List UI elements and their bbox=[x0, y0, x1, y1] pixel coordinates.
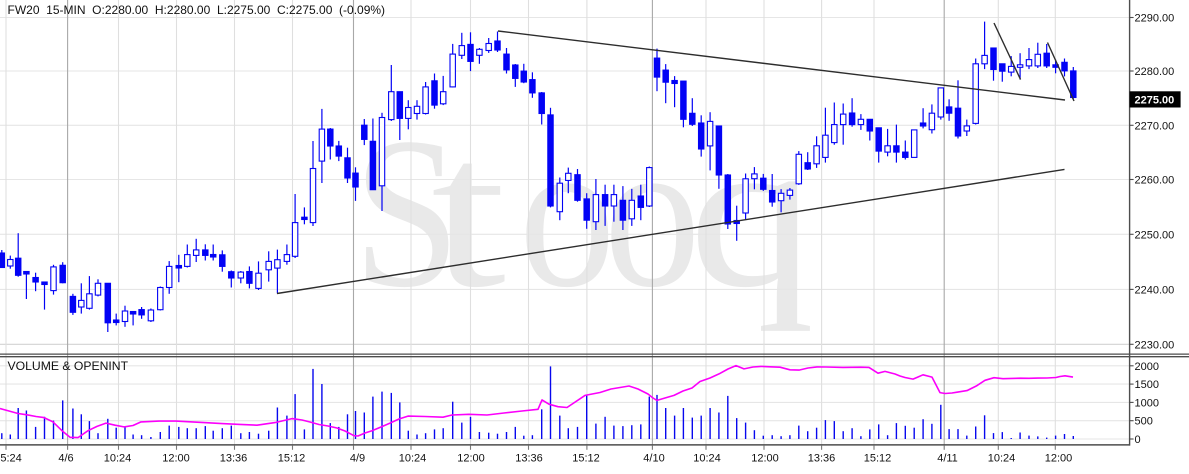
svg-text:12:00: 12:00 bbox=[162, 453, 190, 465]
svg-text:2260.00: 2260.00 bbox=[1135, 175, 1175, 187]
svg-text:t: t bbox=[431, 93, 506, 332]
svg-text:10:24: 10:24 bbox=[693, 453, 721, 465]
svg-text:15:12: 15:12 bbox=[864, 453, 892, 465]
svg-text:15:12: 15:12 bbox=[278, 453, 306, 465]
svg-text:500: 500 bbox=[1135, 416, 1153, 428]
svg-text:13:36: 13:36 bbox=[515, 453, 543, 465]
svg-text:o: o bbox=[519, 94, 615, 332]
svg-text:1500: 1500 bbox=[1135, 379, 1159, 391]
svg-text:13:36: 13:36 bbox=[220, 453, 248, 465]
svg-text:2250.00: 2250.00 bbox=[1135, 229, 1175, 241]
svg-text:2290.00: 2290.00 bbox=[1135, 13, 1175, 25]
svg-text:2280.00: 2280.00 bbox=[1135, 66, 1175, 78]
svg-text:12:00: 12:00 bbox=[751, 453, 779, 465]
svg-text:10:24: 10:24 bbox=[988, 453, 1016, 465]
svg-text:10:24: 10:24 bbox=[104, 453, 132, 465]
svg-text:2230.00: 2230.00 bbox=[1135, 339, 1175, 351]
svg-text:2270.00: 2270.00 bbox=[1135, 120, 1175, 132]
svg-text:12:00: 12:00 bbox=[1045, 453, 1073, 465]
svg-text:0: 0 bbox=[1135, 434, 1141, 446]
svg-text:2000: 2000 bbox=[1135, 361, 1159, 373]
svg-text:2275.00: 2275.00 bbox=[1135, 95, 1175, 107]
svg-text:12:00: 12:00 bbox=[457, 453, 485, 465]
svg-text:FW20 15-MIN O:2280.00 H:228: FW20 15-MIN O:2280.00 H:2280.00 L:2275.0… bbox=[8, 3, 386, 17]
svg-text:1000: 1000 bbox=[1135, 397, 1159, 409]
svg-text:VOLUME & OPENINT: VOLUME & OPENINT bbox=[8, 359, 129, 373]
svg-text:4/11: 4/11 bbox=[937, 453, 958, 465]
svg-text:15:24: 15:24 bbox=[0, 453, 22, 465]
svg-text:4/9: 4/9 bbox=[350, 453, 365, 465]
svg-text:10:24: 10:24 bbox=[399, 453, 427, 465]
svg-text:2240.00: 2240.00 bbox=[1135, 284, 1175, 296]
svg-text:4/6: 4/6 bbox=[58, 453, 73, 465]
svg-text:S: S bbox=[353, 94, 460, 332]
svg-text:13:36: 13:36 bbox=[808, 453, 836, 465]
svg-text:15:12: 15:12 bbox=[572, 453, 600, 465]
svg-text:4/10: 4/10 bbox=[643, 453, 664, 465]
